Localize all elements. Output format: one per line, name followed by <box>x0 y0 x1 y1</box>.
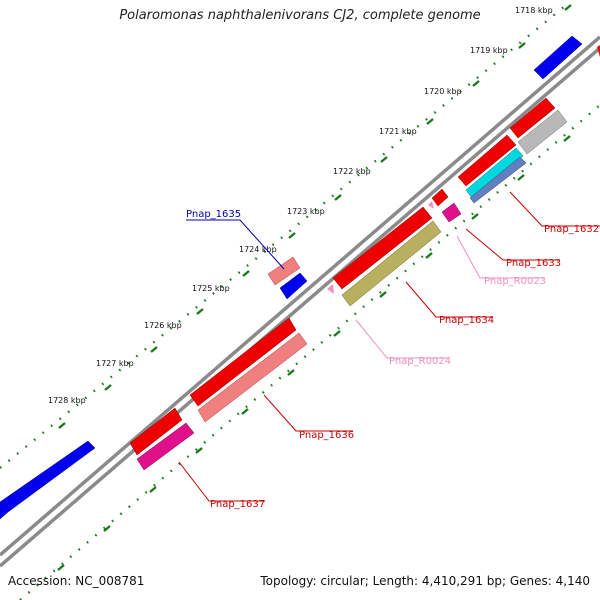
cds-pnap-1634[interactable] <box>332 206 433 290</box>
cds-pnap-1632[interactable] <box>457 134 517 187</box>
gene-label-pnap-1635[interactable]: Pnap_1635 <box>186 209 241 220</box>
tick-label: 1720 kbp <box>424 87 462 96</box>
cog-bar-pnap-1635 <box>267 256 301 286</box>
gene-label-pnap-r0024[interactable]: Pnap_R0024 <box>389 356 451 367</box>
cds-forward-1718-tail[interactable] <box>597 45 600 57</box>
cds-pnap-1633[interactable] <box>431 188 449 207</box>
tick-label: 1725 kbp <box>192 284 230 293</box>
callout-pnap-1632 <box>509 191 600 227</box>
cog-bar-pnap-1633 <box>441 202 462 223</box>
accession-label: Accession: NC_008781 <box>8 574 145 588</box>
gene-label-pnap-r0023[interactable]: Pnap_R0023 <box>484 276 546 287</box>
inner-tick-marks <box>57 135 571 571</box>
tick-label: 1726 kbp <box>144 321 182 330</box>
rna-pnap-r0024[interactable] <box>327 284 334 294</box>
genome-summary: Topology: circular; Length: 4,410,291 bp… <box>260 574 590 588</box>
map-title: Polaromonas naphthalenivorans CJ2, compl… <box>119 8 481 23</box>
gene-label-pnap-1632[interactable]: Pnap_1632 <box>544 224 599 235</box>
callout-pnap-1637 <box>178 461 265 502</box>
gene-label-pnap-1636[interactable]: Pnap_1636 <box>299 430 354 441</box>
callout-pnap-r0023 <box>456 235 545 279</box>
backbone-line-outer <box>0 35 600 557</box>
tick-label: 1728 kbp <box>48 396 86 405</box>
gene-label-pnap-1637[interactable]: Pnap_1637 <box>210 499 265 510</box>
cds-pnap-1637[interactable] <box>129 407 183 456</box>
cds-pnap-1632-upper[interactable] <box>509 97 556 139</box>
callout-pnap-1634 <box>405 281 493 318</box>
cog-cyan-bar <box>465 147 524 199</box>
cog-bar-pnap-1637 <box>136 422 195 471</box>
callout-pnap-1633 <box>465 228 560 261</box>
tick-label: 1723 kbp <box>287 207 325 216</box>
tick-label: 1724 kbp <box>239 245 277 254</box>
cog-steel-bar <box>469 156 527 204</box>
rna-pnap-r0023[interactable] <box>428 201 434 209</box>
cds-pnap-1635[interactable] <box>279 272 308 300</box>
tick-label: 1722 kbp <box>333 167 371 176</box>
backbone-line-inner <box>0 46 600 568</box>
cds-pnap-1636[interactable] <box>189 317 297 407</box>
cog-gray-bar <box>517 109 568 155</box>
cds-forward-1728[interactable] <box>0 440 96 520</box>
gene-label-pnap-1634[interactable]: Pnap_1634 <box>439 315 494 326</box>
tick-label: 1721 kbp <box>379 127 417 136</box>
inner-dotted-ring <box>19 104 600 600</box>
tick-label: 1719 kbp <box>470 46 508 55</box>
callout-pnap-r0024 <box>355 319 449 359</box>
tick-label: 1727 kbp <box>96 359 134 368</box>
callout-pnap-1636 <box>263 394 353 432</box>
tick-label: 1718 kbp <box>515 6 553 15</box>
cog-bar-pnap-1636 <box>197 332 308 423</box>
outer-tick-marks <box>58 4 572 429</box>
gene-label-pnap-1633[interactable]: Pnap_1633 <box>506 258 561 269</box>
cog-bar-pnap-1634 <box>341 220 442 307</box>
cds-forward-1718[interactable] <box>533 35 583 80</box>
callout-pnap-1635 <box>186 219 285 270</box>
